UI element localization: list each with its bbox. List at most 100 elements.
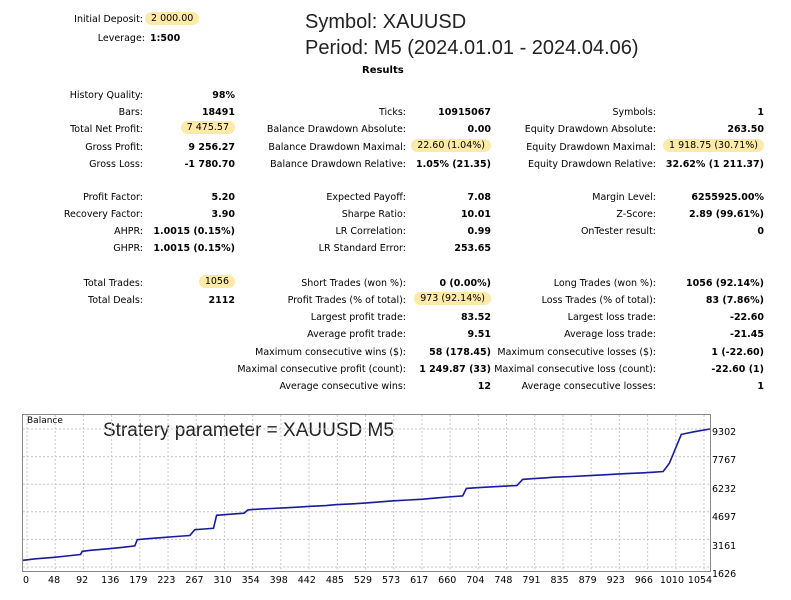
col1-label: Total Trades: — [83, 278, 143, 289]
col3-label: Average consecutive losses: — [521, 381, 656, 392]
col1-value: -1 780.70 — [184, 159, 235, 170]
x-tick-label: 617 — [410, 575, 429, 586]
col1-value: 18491 — [201, 107, 235, 118]
col3-value: -22.60 — [730, 312, 764, 323]
col2-label: Balance Drawdown Relative: — [270, 159, 406, 170]
col3-value: 83 (7.86%) — [705, 295, 764, 306]
leverage-value: 1:500 — [150, 33, 181, 44]
x-tick-label: 223 — [157, 575, 176, 586]
col2-value: 22.60 (1.04%) — [411, 139, 491, 152]
col3-value: 1 (-22.60) — [711, 347, 764, 358]
col2-value: 9.51 — [467, 329, 491, 340]
results-title: Results — [362, 65, 404, 76]
col2-label: Ticks: — [378, 107, 406, 118]
col1-value: 3.90 — [211, 209, 235, 220]
col1-label: Gross Loss: — [89, 159, 143, 170]
x-tick-label: 835 — [550, 575, 569, 586]
col2-value: 0 (0.00%) — [439, 278, 491, 289]
x-tick-label: 573 — [382, 575, 401, 586]
col2-value: 1.05% (21.35) — [416, 159, 491, 170]
x-tick-label: 48 — [48, 575, 61, 586]
col3-value: 1 — [757, 381, 764, 392]
col1-label: History Quality: — [69, 90, 143, 101]
x-tick-label: 485 — [325, 575, 344, 586]
col1-label: Recovery Factor: — [63, 209, 143, 220]
col3-label: Margin Level: — [592, 192, 656, 203]
chart-legend: Balance — [27, 416, 63, 426]
col1-label: Total Deals: — [88, 295, 143, 306]
col3-value: -21.45 — [730, 329, 764, 340]
col2-label: Balance Drawdown Absolute: — [266, 124, 406, 135]
y-tick-label: 1626 — [712, 569, 737, 580]
col1-label: Total Net Profit: — [70, 124, 143, 135]
initial-deposit-highlight: 2 000.00 — [145, 12, 200, 25]
col1-value: 98% — [212, 90, 235, 101]
col2-label: LR Standard Error: — [318, 243, 406, 254]
col3-label: Maximal consecutive loss (count): — [494, 364, 656, 375]
col2-label: Maximum consecutive wins ($): — [255, 347, 406, 358]
initial-deposit-value: 2 000.00 — [145, 12, 200, 25]
col3-value: -22.60 (1) — [711, 364, 764, 375]
col3-label: Equity Drawdown Absolute: — [524, 124, 656, 135]
col1-value: 1.0015 (0.15%) — [153, 226, 235, 237]
col2-label: Largest profit trade: — [310, 312, 406, 323]
x-tick-label: 136 — [101, 575, 120, 586]
balance-chart-plot — [23, 415, 710, 571]
col3-label: Equity Drawdown Maximal: — [526, 142, 656, 153]
x-tick-label: 310 — [213, 575, 232, 586]
col3-value: 0 — [757, 226, 764, 237]
col2-value: 0.00 — [467, 124, 491, 135]
chart-annotation: Stratery parameter = XAUUSD M5 — [103, 420, 394, 441]
x-tick-label: 791 — [522, 575, 541, 586]
col2-label: Sharpe Ratio: — [341, 209, 406, 220]
col3-label: Average loss trade: — [564, 329, 656, 340]
x-tick-label: 354 — [241, 575, 260, 586]
col3-label: Loss Trades (% of total): — [541, 295, 656, 306]
x-tick-label: 879 — [578, 575, 597, 586]
col3-value: 1056 (92.14%) — [686, 278, 764, 289]
x-tick-label: 398 — [269, 575, 288, 586]
col3-value-highlight: 1 918.75 (30.71%) — [663, 139, 764, 152]
initial-deposit-label: Initial Deposit: — [74, 14, 143, 25]
col1-value: 2112 — [208, 295, 235, 306]
col3-label: OnTester result: — [580, 226, 656, 237]
col2-value-highlight: 973 (92.14%) — [414, 292, 491, 305]
col2-value-highlight: 22.60 (1.04%) — [411, 139, 491, 152]
col2-value: 10.01 — [460, 209, 491, 220]
col2-value: 58 (178.45) — [429, 347, 491, 358]
col1-label: Gross Profit: — [85, 142, 143, 153]
col2-label: Average consecutive wins: — [279, 381, 406, 392]
x-tick-label: 704 — [466, 575, 485, 586]
col2-value: 973 (92.14%) — [414, 292, 491, 305]
x-tick-label: 1010 — [659, 575, 684, 586]
col3-value: 1 918.75 (30.71%) — [663, 139, 764, 152]
col3-value: 6255925.00% — [691, 192, 764, 203]
x-tick-label: 0 — [22, 575, 30, 586]
col2-label: Profit Trades (% of total): — [287, 295, 406, 306]
col1-label: Profit Factor: — [83, 192, 143, 203]
col2-value: 1 249.87 (33) — [419, 364, 491, 375]
col2-label: Average profit trade: — [307, 329, 406, 340]
col3-value: 2.89 (99.61%) — [689, 209, 764, 220]
col2-value: 253.65 — [454, 243, 491, 254]
y-tick-label: 4697 — [712, 512, 737, 523]
y-tick-label: 3161 — [712, 541, 737, 552]
y-tick-label: 6232 — [712, 484, 737, 495]
col1-value: 7 475.57 — [180, 121, 235, 134]
y-tick-label: 7767 — [712, 455, 737, 466]
col3-label: Maximum consecutive losses ($): — [497, 347, 656, 358]
col3-label: Long Trades (won %): — [553, 278, 656, 289]
col1-value: 9 256.27 — [188, 142, 235, 153]
col1-value: 1056 — [198, 275, 235, 288]
col1-label: GHPR: — [113, 243, 143, 254]
y-tick-label: 9302 — [712, 427, 737, 438]
col2-label: Expected Payoff: — [326, 192, 406, 203]
col2-value: 0.99 — [467, 226, 491, 237]
col1-label: Bars: — [118, 107, 143, 118]
col1-value: 5.20 — [211, 192, 235, 203]
col2-value: 12 — [477, 381, 491, 392]
col3-value: 263.50 — [727, 124, 764, 135]
col3-label: Equity Drawdown Relative: — [527, 159, 656, 170]
col3-label: Symbols: — [612, 107, 656, 118]
x-tick-label: 442 — [297, 575, 316, 586]
